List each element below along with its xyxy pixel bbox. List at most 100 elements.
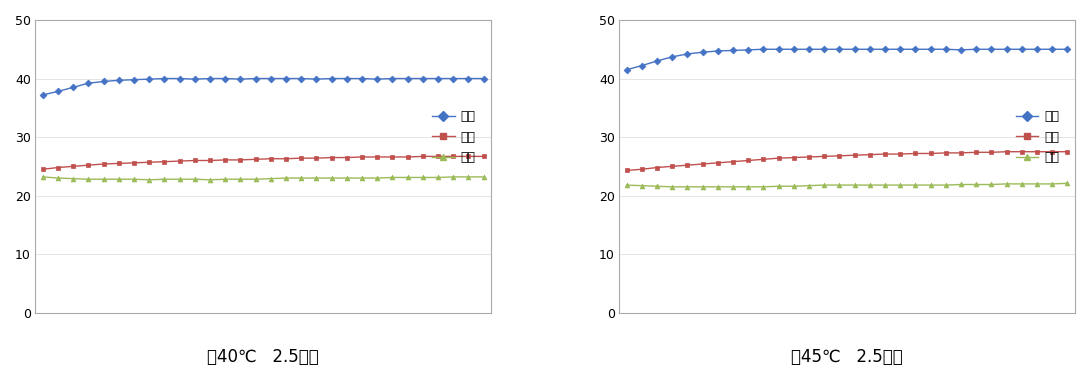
속잎 bbox=[681, 185, 694, 189]
속잎 bbox=[462, 175, 475, 179]
겨잎 bbox=[940, 151, 953, 155]
겨잎 bbox=[462, 154, 475, 159]
겨잎 bbox=[447, 154, 460, 159]
속잎 bbox=[234, 177, 247, 182]
겨잎 bbox=[697, 162, 710, 166]
외기 bbox=[386, 76, 399, 81]
외기 bbox=[651, 59, 664, 63]
겨잎 bbox=[772, 156, 785, 160]
속잎 bbox=[401, 175, 414, 180]
겨잎 bbox=[970, 150, 983, 154]
외기 bbox=[1030, 47, 1043, 51]
속잎 bbox=[128, 177, 141, 182]
겨잎 bbox=[924, 151, 937, 156]
속잎 bbox=[635, 184, 649, 188]
외기 bbox=[970, 47, 983, 51]
속잎 bbox=[1061, 181, 1074, 185]
외기 bbox=[204, 76, 217, 81]
외기 bbox=[128, 78, 141, 82]
외기 bbox=[143, 77, 156, 81]
외기 bbox=[97, 79, 110, 84]
겨잎 bbox=[432, 154, 445, 159]
겨잎 bbox=[234, 158, 247, 162]
속잎 bbox=[909, 183, 922, 187]
겨잎 bbox=[158, 159, 171, 164]
외기 bbox=[741, 48, 754, 52]
외기 bbox=[802, 47, 815, 51]
속잎 bbox=[1000, 182, 1013, 186]
겨잎 bbox=[1015, 150, 1028, 154]
속잎 bbox=[219, 177, 232, 182]
겨잎 bbox=[818, 154, 831, 159]
Line: 속잎: 속잎 bbox=[625, 181, 1069, 189]
외기 bbox=[416, 76, 429, 81]
속잎 bbox=[863, 183, 876, 187]
외기 bbox=[726, 48, 739, 53]
속잎 bbox=[711, 185, 724, 189]
겨잎 bbox=[264, 157, 277, 161]
외기 bbox=[158, 76, 171, 81]
외기 bbox=[894, 47, 907, 51]
외기 bbox=[325, 76, 338, 81]
겨잎 bbox=[1045, 150, 1058, 154]
속잎 bbox=[787, 184, 800, 188]
겨잎 bbox=[666, 164, 679, 169]
속잎 bbox=[741, 185, 754, 189]
외기 bbox=[909, 47, 922, 51]
외기 bbox=[711, 49, 724, 53]
겨잎 bbox=[1030, 150, 1043, 154]
속잎 bbox=[416, 175, 429, 180]
Text: 〈45℃   2.5분〉: 〈45℃ 2.5분〉 bbox=[791, 348, 903, 366]
속잎 bbox=[112, 177, 125, 182]
속잎 bbox=[97, 177, 110, 182]
속잎 bbox=[249, 177, 262, 182]
속잎 bbox=[82, 177, 95, 182]
겨잎 bbox=[1061, 150, 1074, 154]
속잎 bbox=[371, 176, 384, 180]
외기 bbox=[772, 47, 785, 51]
외기 bbox=[924, 47, 937, 51]
속잎 bbox=[51, 176, 64, 180]
외기 bbox=[681, 52, 694, 56]
외기 bbox=[447, 76, 460, 81]
속잎 bbox=[36, 175, 49, 179]
외기 bbox=[432, 76, 445, 81]
겨잎 bbox=[416, 154, 429, 159]
외기 bbox=[112, 78, 125, 82]
외기 bbox=[219, 76, 232, 81]
외기 bbox=[279, 76, 292, 81]
겨잎 bbox=[51, 165, 64, 170]
속잎 bbox=[894, 183, 907, 187]
외기 bbox=[355, 76, 368, 81]
속잎 bbox=[651, 184, 664, 188]
겨잎 bbox=[787, 155, 800, 160]
속잎 bbox=[310, 176, 323, 180]
속잎 bbox=[620, 183, 633, 187]
속잎 bbox=[66, 176, 80, 181]
외기 bbox=[189, 77, 202, 81]
외기 bbox=[477, 76, 490, 81]
외기 bbox=[756, 47, 770, 51]
겨잎 bbox=[112, 161, 125, 166]
외기 bbox=[66, 85, 80, 90]
속잎 bbox=[879, 183, 892, 187]
겨잎 bbox=[249, 157, 262, 162]
외기 bbox=[173, 76, 186, 81]
겨잎 bbox=[802, 155, 815, 159]
겨잎 bbox=[651, 165, 664, 170]
외기 bbox=[462, 76, 475, 81]
속잎 bbox=[264, 176, 277, 181]
겨잎 bbox=[879, 152, 892, 156]
속잎 bbox=[1030, 182, 1043, 186]
속잎 bbox=[325, 176, 338, 180]
겨잎 bbox=[128, 161, 141, 165]
속잎 bbox=[386, 175, 399, 180]
속잎 bbox=[189, 177, 202, 182]
외기 bbox=[401, 76, 414, 81]
겨잎 bbox=[82, 163, 95, 167]
외기 bbox=[82, 81, 95, 85]
외기 bbox=[1061, 47, 1074, 51]
Line: 겨잎: 겨잎 bbox=[40, 154, 486, 172]
속잎 bbox=[940, 183, 953, 187]
속잎 bbox=[1045, 182, 1058, 186]
